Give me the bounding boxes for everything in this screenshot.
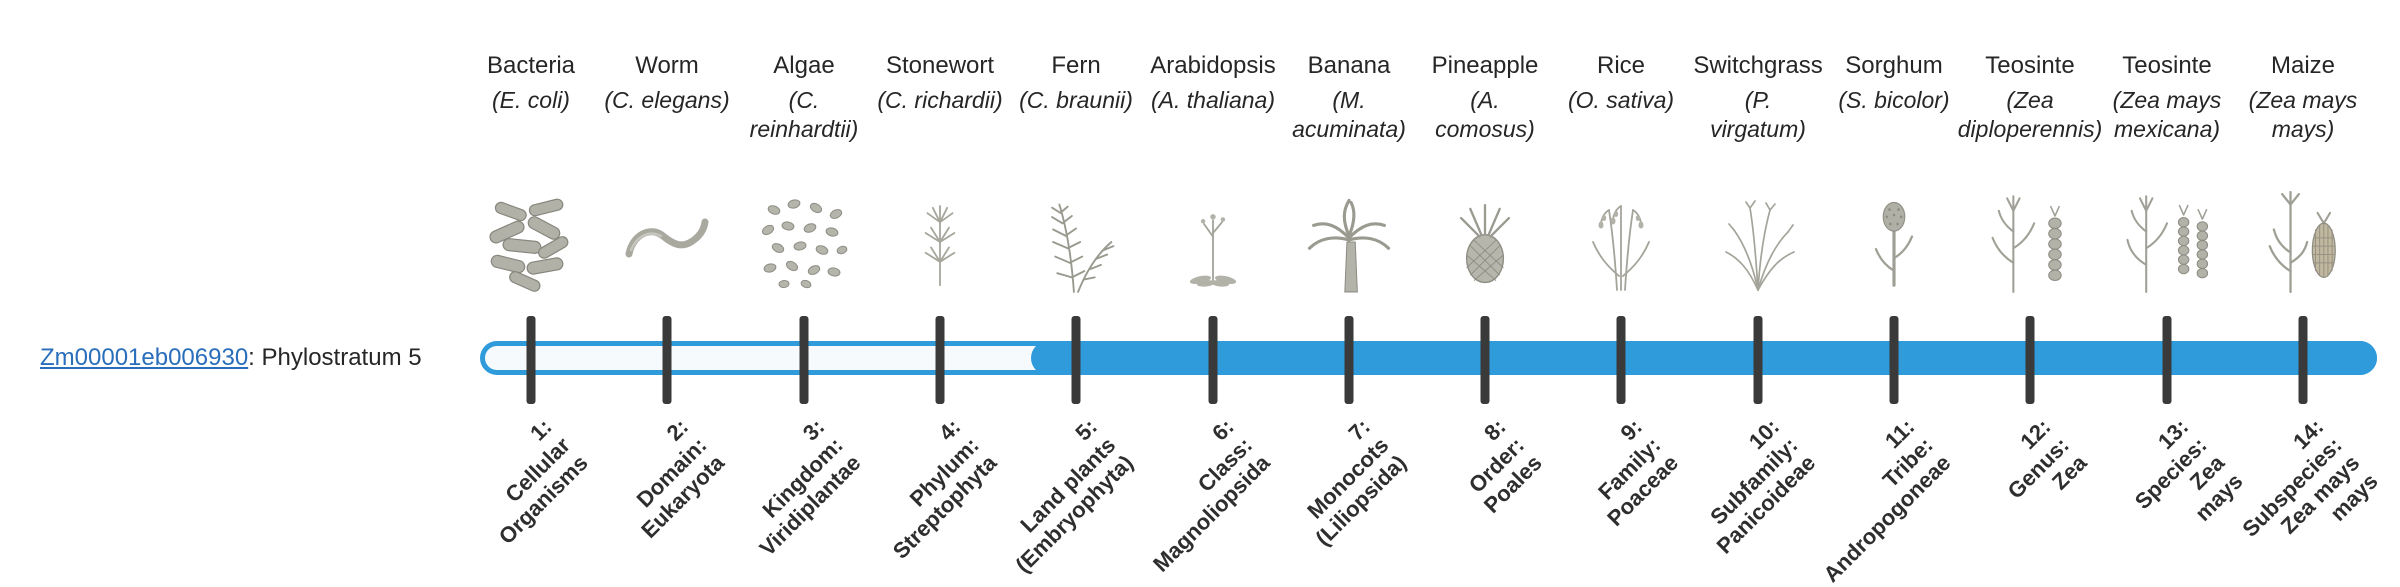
organism-common-name: Rice xyxy=(1596,52,1645,79)
stratum-label-14: 14: Subspecies: Zea mays mays xyxy=(2237,414,2383,542)
timeline-tick-12 xyxy=(2025,316,2035,404)
organism-column-fern: Fern (C. braunii) xyxy=(986,52,1166,294)
teosinte-mexicana-icon xyxy=(2077,172,2257,294)
organism-common-name: Fern xyxy=(1051,52,1101,79)
organism-scientific-name: (O. sativa) xyxy=(1567,87,1675,113)
stratum-label-4: 4: Phylum: Streptophyta xyxy=(888,414,1002,564)
organism-common-name: Teosinte xyxy=(1985,52,2075,79)
phylostratum-bar-fill xyxy=(1031,341,2377,375)
timeline-tick-14 xyxy=(2298,316,2308,404)
organism-scientific-name: (M. acuminata) xyxy=(1292,87,1406,142)
timeline-tick-4 xyxy=(935,316,945,404)
timeline-tick-2 xyxy=(662,316,672,404)
timeline-tick-3 xyxy=(799,316,809,404)
stratum-label-5: 5: Land plants (Embryophyta) xyxy=(1010,414,1138,578)
organism-column-algae: Algae (C. reinhardtii) xyxy=(714,52,894,294)
timeline-tick-7 xyxy=(1344,316,1354,404)
organism-common-name: Sorghum xyxy=(1845,52,1943,79)
organism-column-stonewort: Stonewort (C. richardii) xyxy=(850,52,1030,294)
arabidopsis-icon xyxy=(1123,172,1303,294)
organism-common-name: Banana xyxy=(1307,52,1391,79)
stratum-label-2: 2: Domain: Eukaryota xyxy=(630,414,729,543)
timeline-tick-10 xyxy=(1753,316,1763,404)
organism-column-worm: Worm (C. elegans) xyxy=(577,52,757,294)
fern-icon xyxy=(986,172,1166,294)
timeline-tick-11 xyxy=(1889,316,1899,404)
stratum-label-8: 8: Order: Poales xyxy=(1463,414,1547,518)
organism-column-banana: Banana (M. acuminata) xyxy=(1259,52,1439,294)
stratum-label-13: 13: Species: Zea mays xyxy=(2129,414,2247,526)
teosinte-diploperennis-icon xyxy=(1940,172,2120,294)
maize-icon xyxy=(2213,172,2393,294)
stratum-label-6: 6: Class: Magnoliopsida xyxy=(1148,414,1275,577)
organism-common-name: Switchgrass xyxy=(1693,52,1823,79)
organism-scientific-name: (Zea diploperennis) xyxy=(1957,87,2103,142)
bacteria-icon xyxy=(441,172,621,294)
gene-label: Zm00001eb006930: Phylostratum 5 xyxy=(40,344,422,372)
rice-icon xyxy=(1531,172,1711,294)
organism-scientific-name: (Zea mays mays) xyxy=(2248,87,2358,142)
organism-column-teosinte-mexicana: Teosinte (Zea mays mexicana) xyxy=(2077,52,2257,294)
worm-icon xyxy=(577,172,757,294)
switchgrass-icon xyxy=(1668,172,1848,294)
organism-column-maize: Maize (Zea mays mays) xyxy=(2213,52,2393,294)
organism-column-switchgrass: Switchgrass (P. virgatum) xyxy=(1668,52,1848,294)
organism-common-name: Stonewort xyxy=(885,52,995,79)
stratum-label-7: 7: Monocots (Liliopsida) xyxy=(1301,414,1411,551)
organism-common-name: Maize xyxy=(2270,52,2336,79)
sorghum-icon xyxy=(1804,172,1984,294)
organism-common-name: Pineapple xyxy=(1431,52,1539,79)
gene-phylostratum-text: : Phylostratum 5 xyxy=(248,344,422,371)
organism-column-bacteria: Bacteria (E. coli) xyxy=(441,52,621,294)
organism-scientific-name: (Zea mays mexicana) xyxy=(2112,87,2222,142)
stratum-label-9: 9: Family: Poaceae xyxy=(1592,414,1683,531)
organism-common-name: Arabidopsis xyxy=(1150,52,1276,79)
stratum-label-1: 1: Cellular Organisms xyxy=(493,414,593,550)
organism-scientific-name: (A. comosus) xyxy=(1435,87,1535,142)
organism-common-name: Algae xyxy=(773,52,835,79)
pineapple-icon xyxy=(1395,172,1575,294)
stratum-label-3: 3: Kingdom: Viridiplantae xyxy=(755,414,866,561)
organism-scientific-name: (P. virgatum) xyxy=(1710,87,1806,142)
organism-column-pineapple: Pineapple (A. comosus) xyxy=(1395,52,1575,294)
stratum-label-12: 12: Genus: Zea xyxy=(2002,414,2092,504)
organism-common-name: Bacteria xyxy=(486,52,576,79)
organism-common-name: Teosinte xyxy=(2122,52,2212,79)
organism-scientific-name: (C. richardii) xyxy=(877,87,1003,113)
organism-scientific-name: (S. bicolor) xyxy=(1838,87,1950,113)
organism-common-name: Worm xyxy=(635,52,699,79)
timeline-tick-6 xyxy=(1208,316,1218,404)
timeline-tick-9 xyxy=(1616,316,1626,404)
timeline-tick-8 xyxy=(1480,316,1490,404)
timeline-tick-5 xyxy=(1071,316,1081,404)
organism-column-sorghum: Sorghum (S. bicolor) xyxy=(1804,52,1984,294)
organism-scientific-name: (C. braunii) xyxy=(1019,87,1133,113)
organism-scientific-name: (C. elegans) xyxy=(604,87,730,113)
timeline-tick-1 xyxy=(526,316,536,404)
stratum-label-11: 11: Tribe: Andropogoneae xyxy=(1818,414,1956,587)
stonewort-icon xyxy=(850,172,1030,294)
organism-column-teosinte-diploperennis: Teosinte (Zea diploperennis) xyxy=(1940,52,2120,294)
organism-scientific-name: (E. coli) xyxy=(492,87,570,113)
algae-icon xyxy=(714,172,894,294)
organism-column-rice: Rice (O. sativa) xyxy=(1531,52,1711,294)
organism-scientific-name: (C. reinhardtii) xyxy=(749,87,859,142)
timeline-tick-13 xyxy=(2162,316,2172,404)
banana-icon xyxy=(1259,172,1439,294)
organism-column-arabidopsis: Arabidopsis (A. thaliana) xyxy=(1123,52,1303,294)
organism-scientific-name: (A. thaliana) xyxy=(1150,87,1275,113)
gene-id-link[interactable]: Zm00001eb006930 xyxy=(40,344,249,371)
